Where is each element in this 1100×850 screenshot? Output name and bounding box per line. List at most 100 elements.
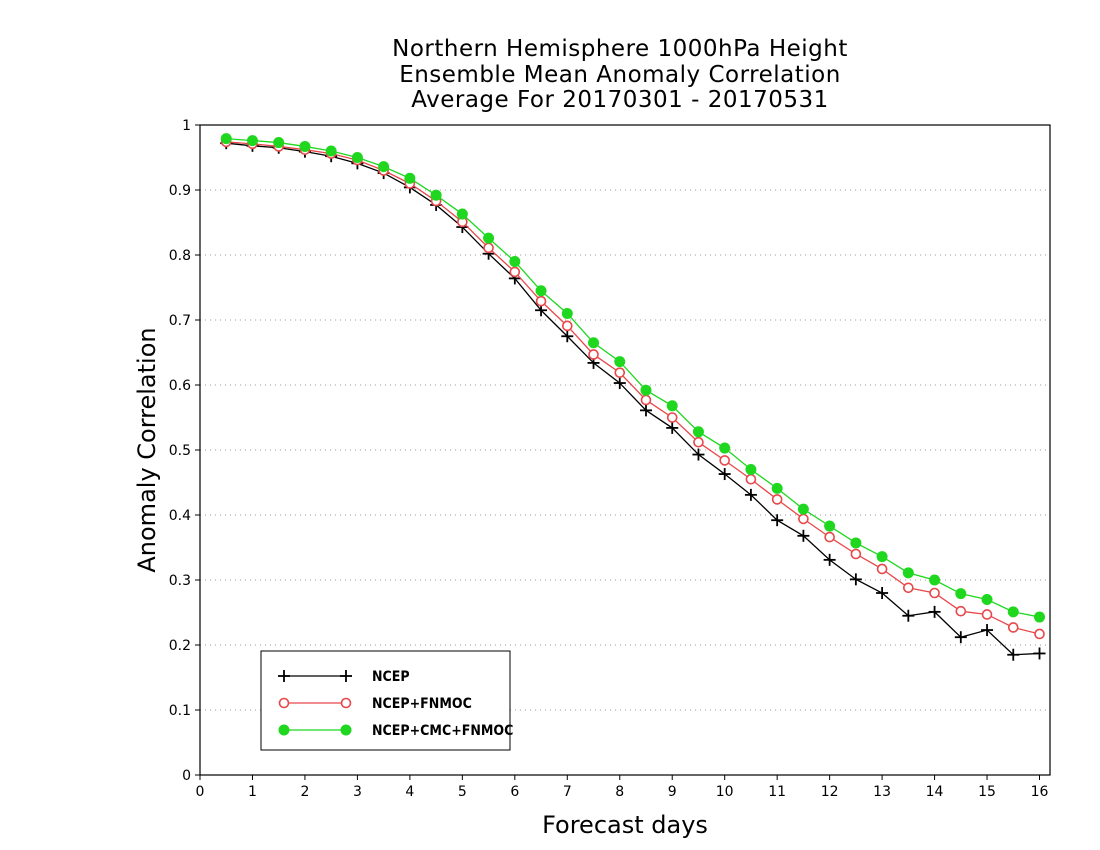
- series-2-point-4: [325, 145, 337, 157]
- legend-marker-end-0: [340, 670, 352, 682]
- legend-marker-start-0: [278, 670, 290, 682]
- series-2-point-3: [299, 140, 311, 152]
- x-axis-title: Forecast days: [542, 811, 708, 839]
- x-tick-label-0: 0: [196, 784, 205, 800]
- series-2-point-31: [1034, 611, 1046, 623]
- series-2-point-0: [220, 133, 232, 145]
- series-0: [220, 137, 1046, 661]
- y-tick-label-4: 0.4: [169, 508, 191, 524]
- series-2-point-17: [666, 400, 678, 412]
- legend-box: [260, 650, 511, 751]
- series-2-point-26: [902, 567, 914, 579]
- x-tick-label-8: 8: [615, 784, 624, 800]
- series-2-point-8: [430, 189, 442, 201]
- series-2-point-27: [929, 574, 941, 586]
- series-2-point-24: [850, 537, 862, 549]
- series-2-point-13: [561, 308, 573, 319]
- series-2-point-9: [456, 208, 468, 220]
- series-2-point-29: [981, 594, 993, 605]
- series-line-1: [226, 141, 1040, 635]
- series-1-point-14: [588, 349, 599, 360]
- series-1-point-22: [798, 513, 809, 525]
- series-2-point-18: [692, 426, 704, 438]
- y-tick-label-0: 0: [182, 768, 191, 784]
- series-2-point-12: [535, 285, 547, 297]
- y-axis-title: Anomaly Correlation: [133, 327, 161, 572]
- y-tick-label-5: 0.5: [169, 443, 191, 459]
- series-0-point-22: [797, 529, 810, 542]
- series-1-point-13: [561, 320, 573, 332]
- x-tick-label-14: 14: [926, 784, 944, 800]
- legend-label-0: NCEP: [372, 669, 410, 685]
- x-tick-label-15: 15: [978, 784, 996, 800]
- x-tick-label-3: 3: [353, 784, 362, 800]
- series-0-point-26: [902, 609, 915, 622]
- y-tick-label-2: 0.2: [169, 638, 191, 654]
- series-1-point-27: [929, 587, 940, 599]
- series-1-point-24: [850, 548, 862, 560]
- chart-title-line-2: Ensemble Mean Anomaly Correlation: [399, 62, 841, 88]
- x-tick-label-1: 1: [248, 784, 257, 800]
- legend-marker-start-2: [278, 724, 290, 736]
- series-0-point-17: [666, 421, 679, 434]
- series-0-point-16: [639, 404, 652, 417]
- series-2-point-2: [273, 137, 285, 149]
- x-tick-label-9: 9: [668, 784, 677, 800]
- series-1-point-20: [745, 473, 757, 485]
- series-0-point-29: [981, 624, 994, 637]
- series-2-point-23: [824, 520, 836, 532]
- series-1: [220, 136, 1045, 640]
- series-1-point-21: [771, 494, 783, 505]
- series-2-point-11: [509, 256, 521, 267]
- series-1-point-12: [535, 295, 547, 307]
- series-0-point-15: [613, 377, 626, 390]
- y-tick-label-6: 0.6: [169, 378, 191, 394]
- x-tick-label-12: 12: [821, 784, 839, 800]
- legend-marker-start-1: [278, 697, 290, 709]
- series-2-point-19: [719, 442, 731, 454]
- x-tick-label-13: 13: [873, 784, 891, 800]
- series-1-point-26: [903, 582, 914, 594]
- x-tick-label-6: 6: [510, 784, 519, 800]
- series-line-2: [226, 138, 1040, 618]
- x-tick-label-2: 2: [300, 784, 309, 800]
- series-2-point-15: [614, 356, 626, 368]
- series-1-point-19: [719, 455, 730, 466]
- series-1-point-31: [1034, 628, 1045, 640]
- series-1-point-23: [824, 531, 835, 543]
- series-0-point-23: [823, 553, 836, 566]
- x-tick-label-4: 4: [405, 784, 414, 800]
- x-tick-label-11: 11: [768, 784, 786, 800]
- legend-label-2: NCEP+CMC+FNMOC: [372, 723, 513, 739]
- series-2-point-21: [771, 482, 783, 494]
- chart-title-line-1: Northern Hemisphere 1000hPa Height: [392, 36, 848, 62]
- series-1-point-17: [666, 412, 678, 423]
- series-2-point-5: [351, 152, 363, 163]
- series-1-point-10: [483, 242, 494, 254]
- y-tick-label-9: 0.9: [169, 183, 191, 199]
- series-0-point-27: [928, 605, 941, 618]
- series-1-point-25: [876, 563, 888, 575]
- series-2-point-20: [745, 464, 757, 475]
- y-tick-label-7: 0.7: [169, 313, 191, 329]
- series-2-point-30: [1007, 606, 1019, 618]
- series-2-point-14: [588, 337, 600, 349]
- series-0-point-30: [1007, 648, 1020, 661]
- series-2-point-1: [246, 135, 258, 147]
- series-0-point-18: [692, 448, 705, 461]
- x-tick-label-7: 7: [563, 784, 572, 800]
- legend-marker-end-2: [340, 724, 352, 736]
- series-1-point-15: [614, 367, 626, 378]
- x-tick-label-10: 10: [716, 784, 734, 800]
- series-1-point-16: [640, 394, 652, 406]
- legend: NCEP NCEP+FNMOC NCEP+CMC+FNMOC: [260, 650, 513, 751]
- series-line-0: [226, 142, 1040, 656]
- series-2-point-16: [640, 384, 652, 396]
- x-tick-label-16: 16: [1031, 784, 1049, 800]
- axis-ticks: 00.10.20.30.40.50.60.70.80.910 1 2 3 4 5 6 7 8 9 1…: [169, 118, 1049, 800]
- series-2-point-7: [404, 172, 416, 184]
- series-group: [220, 133, 1046, 661]
- grid-lines: [200, 189, 1050, 711]
- series-1-point-30: [1007, 622, 1019, 633]
